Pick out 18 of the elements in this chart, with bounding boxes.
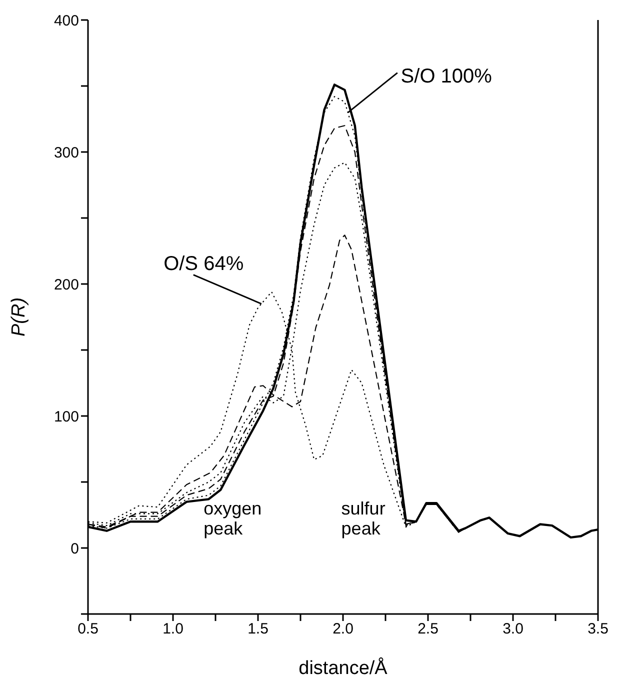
annotation: S/O 100%: [400, 65, 492, 88]
y-axis-title: P(R): [8, 297, 30, 337]
y-tick-label: 0: [70, 540, 79, 558]
x-axis-title: distance/Å: [298, 657, 388, 679]
x-tick-label: 1.5: [248, 620, 268, 638]
x-tick-label: 0.5: [78, 620, 98, 638]
y-tick-label: 400: [54, 12, 79, 30]
y-tick-label: 200: [54, 276, 79, 294]
x-tick-label: 2.0: [332, 620, 354, 638]
y-tick-label: 300: [54, 144, 79, 162]
x-tick-label: 2.5: [418, 620, 438, 638]
y-tick-label: 100: [54, 408, 79, 426]
x-tick-label: 1.0: [162, 620, 184, 638]
annotation: sulfur peak: [341, 498, 386, 538]
annotation: O/S 64%: [164, 252, 244, 275]
annotation: oxygen peak: [204, 498, 262, 538]
x-tick-label: 3.5: [588, 620, 608, 638]
x-tick-label: 3.0: [502, 620, 524, 638]
